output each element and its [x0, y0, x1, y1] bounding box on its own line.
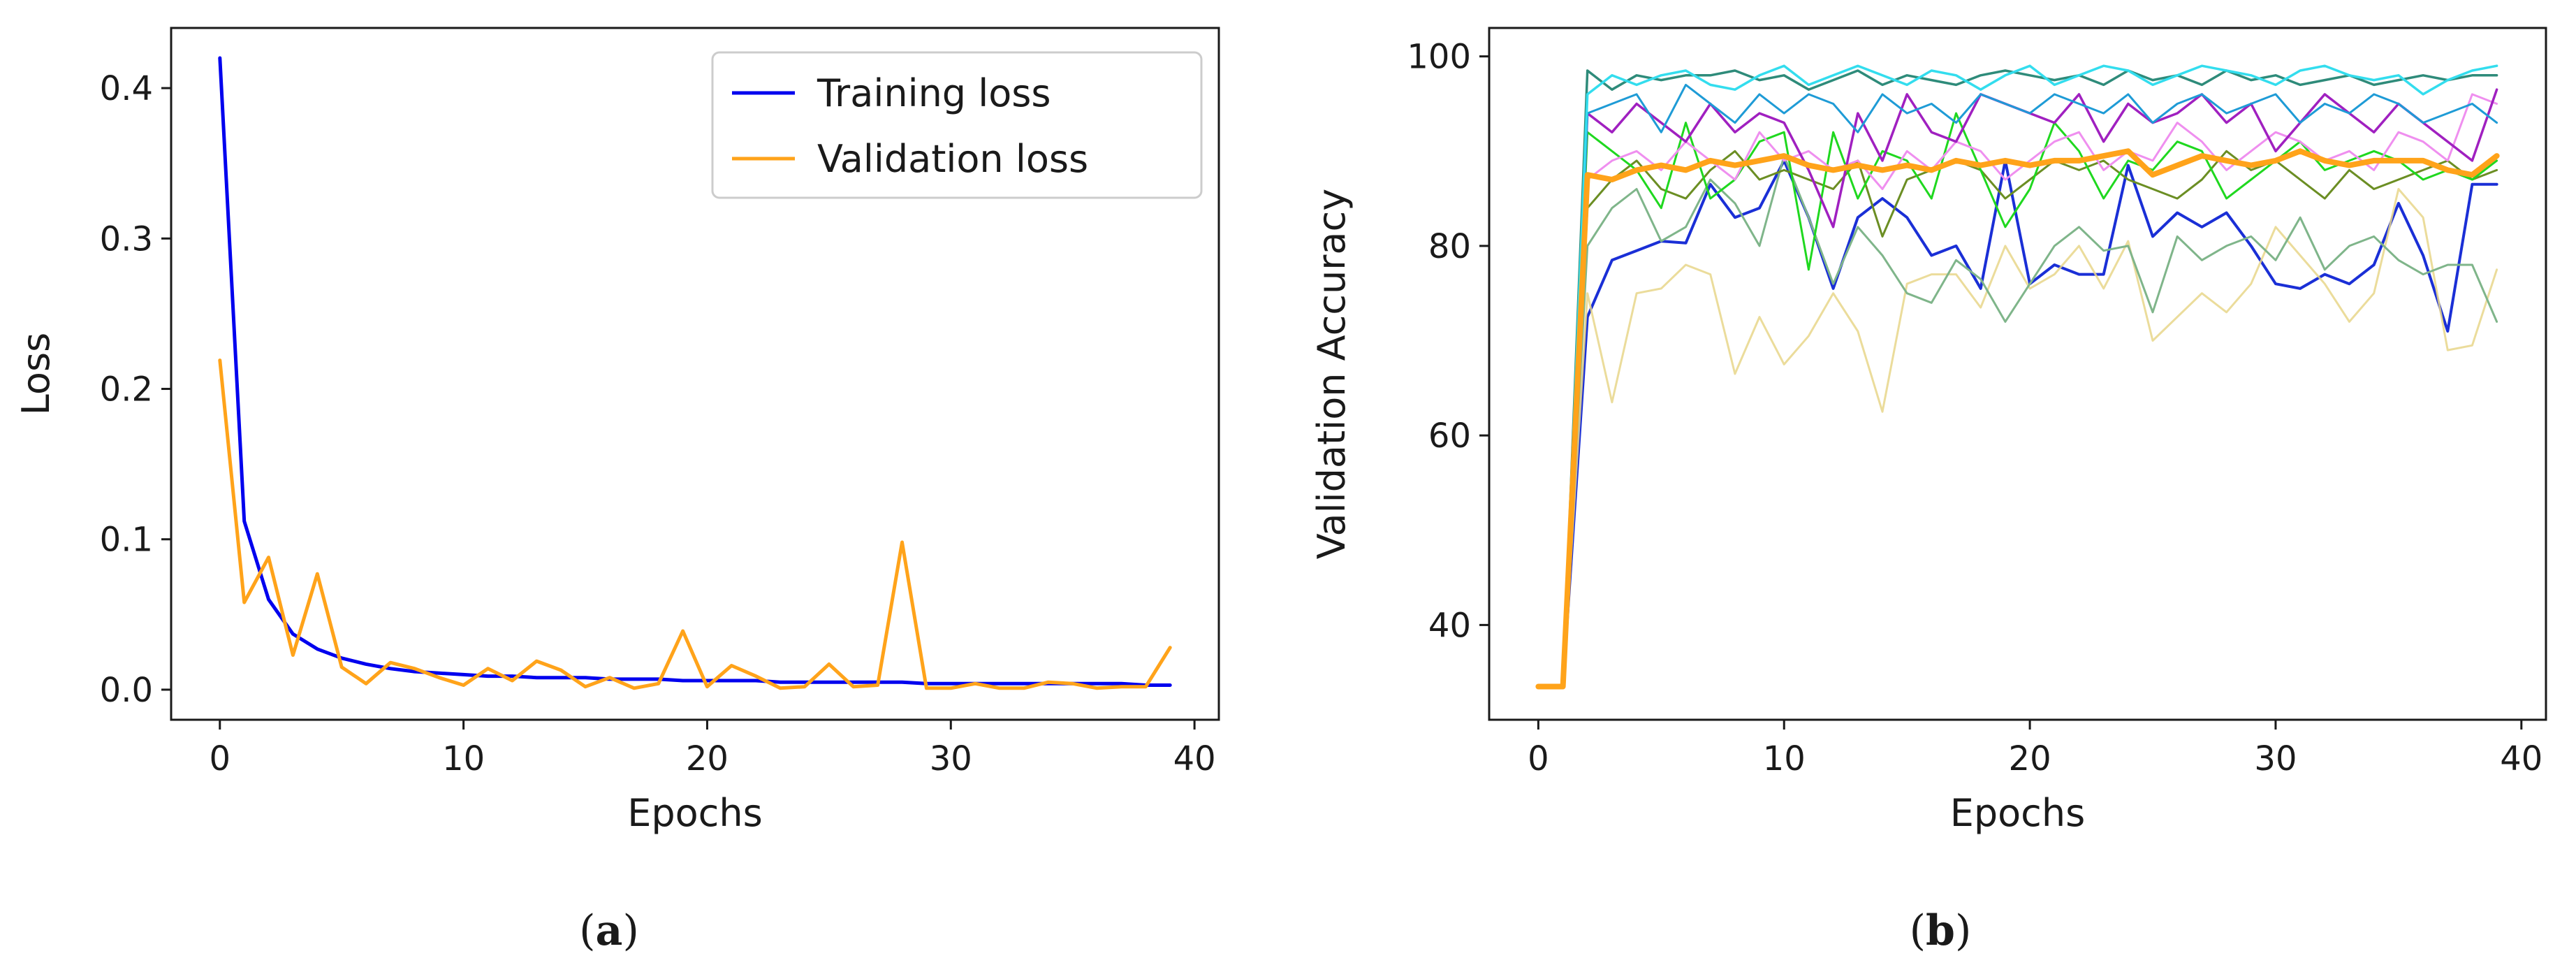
y-tick-label: 100 — [1407, 38, 1471, 77]
series-line-7 — [1537, 88, 2498, 688]
y-tick-label: 0.2 — [100, 370, 153, 409]
legend-entry: Training loss — [817, 71, 1051, 115]
plot-frame — [1488, 27, 2547, 721]
panel-label-a: (a) — [579, 906, 639, 955]
series-line-1 — [218, 56, 1172, 687]
series-line-8 — [1537, 83, 2498, 688]
series-group — [1535, 64, 2500, 690]
y-axis-label: Validation Accuracy — [1310, 189, 1354, 559]
panel-label-b-open: ( — [1910, 906, 1926, 955]
y-tick-label: 0.3 — [100, 219, 153, 259]
y-tick-label: 40 — [1428, 606, 1471, 645]
x-tick-label: 30 — [2254, 739, 2297, 778]
x-tick-label: 20 — [686, 739, 729, 778]
panel-label-a-close: ) — [622, 906, 638, 955]
panel-label-b-close: ) — [1955, 906, 1971, 955]
series-line-3 — [1537, 154, 2498, 688]
x-tick-label: 40 — [2500, 739, 2542, 778]
legend-box — [711, 51, 1203, 199]
x-tick-label: 10 — [442, 739, 485, 778]
series-line-6 — [1537, 93, 2498, 688]
x-tick-label: 0 — [1528, 739, 1549, 778]
x-tick-label: 10 — [1763, 739, 1806, 778]
plot-frame — [170, 27, 1220, 721]
y-tick-label: 0.0 — [100, 671, 153, 710]
series-group — [218, 56, 1172, 690]
panel-label-a-letter: a — [596, 906, 623, 955]
panel-label-b-letter: b — [1926, 906, 1955, 955]
x-axis-label: Epochs — [1950, 791, 2085, 835]
x-tick-label: 40 — [1173, 739, 1216, 778]
y-tick-label: 0.1 — [100, 521, 153, 560]
series-line-5 — [1537, 112, 2498, 688]
series-line-2 — [1537, 188, 2498, 688]
accuracy-chart: 0 10 20 30 40 40 60 80 100 Epochs Validation Accur… — [1310, 27, 2547, 835]
panel-label-a-open: ( — [579, 906, 595, 955]
series-line-9 — [1537, 69, 2498, 688]
y-tick-label: 80 — [1428, 227, 1471, 266]
loss-chart: 0 10 20 30 40 0.0 0.1 0.2 0.3 0.4 Epochs Loss Traini… — [14, 27, 1220, 835]
legend-entry: Validation loss — [817, 137, 1088, 181]
x-tick-label: 20 — [2009, 739, 2051, 778]
series-line-1 — [1537, 159, 2498, 688]
series-line-11 — [1535, 148, 2500, 690]
x-tick-label: 30 — [930, 739, 972, 778]
y-axis-label: Loss — [14, 333, 58, 415]
y-tick-label: 60 — [1428, 416, 1471, 456]
x-tick-label: 0 — [209, 739, 230, 778]
x-axis-label: Epochs — [627, 791, 762, 835]
series-line-10 — [1537, 64, 2498, 688]
y-tick-label: 0.4 — [100, 69, 153, 108]
panel-label-b: (b) — [1910, 906, 1972, 955]
series-line-4 — [1537, 150, 2498, 688]
series-line-2 — [218, 358, 1172, 690]
